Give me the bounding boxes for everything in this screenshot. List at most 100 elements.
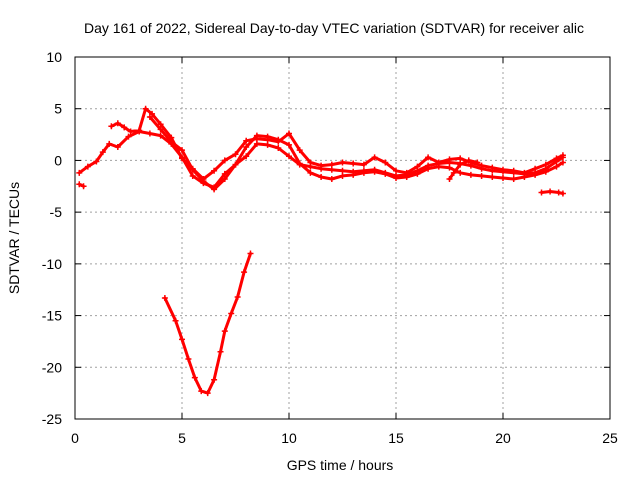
data-point [149, 110, 156, 117]
data-point [425, 154, 432, 161]
data-point [142, 105, 149, 112]
data-point [328, 176, 335, 183]
data-point [189, 172, 196, 179]
data-point [157, 132, 164, 139]
data-point [108, 123, 115, 130]
y-tick-label: -5 [50, 204, 63, 220]
data-point [179, 147, 185, 154]
data-point [350, 171, 357, 178]
data-point [555, 189, 562, 196]
y-axis-label: SDTVAR / TECUs [6, 182, 22, 294]
data-point [350, 160, 357, 167]
data-point [467, 171, 474, 178]
data-point [414, 163, 421, 170]
series-arc-6 [538, 188, 566, 197]
data-point [179, 336, 185, 343]
data-point [403, 173, 410, 180]
data-point [121, 124, 128, 131]
y-axis-ticks: -25 -20 -15 -10 -5 0 5 10 [42, 49, 610, 427]
data-point [478, 172, 485, 179]
data-point [450, 169, 457, 176]
data-point [296, 160, 303, 167]
data-point [198, 388, 205, 395]
data-point [489, 164, 496, 171]
data-point [204, 390, 211, 397]
data-point [446, 164, 453, 171]
series-arc-1 [76, 128, 566, 191]
data-point [228, 310, 235, 317]
data-point [221, 176, 228, 183]
data-point [414, 170, 421, 177]
series-arc-4 [161, 250, 254, 397]
data-point [275, 136, 282, 143]
data-point [243, 137, 250, 144]
x-tick-label: 25 [602, 430, 618, 446]
series-layer [76, 105, 566, 397]
data-point [339, 172, 346, 179]
data-point [371, 154, 378, 161]
plot-frame [74, 56, 611, 420]
data-point [99, 149, 106, 156]
data-point [371, 168, 378, 175]
data-point [547, 188, 554, 195]
data-point [286, 141, 292, 148]
data-point [84, 163, 91, 170]
data-point [559, 152, 566, 159]
data-point [136, 127, 143, 134]
data-point [221, 157, 228, 164]
data-point [457, 155, 464, 162]
data-point [307, 159, 314, 166]
data-point [243, 153, 250, 160]
data-point [114, 143, 121, 150]
data-point [247, 250, 254, 257]
data-point [318, 173, 325, 180]
data-point [339, 159, 346, 166]
y-tick-label: -25 [42, 411, 62, 427]
y-tick-label: -20 [42, 359, 62, 375]
y-tick-label: -10 [42, 256, 62, 272]
data-point [185, 356, 192, 363]
data-point [189, 166, 196, 173]
series-arc-3 [146, 113, 566, 193]
series-line [148, 115, 565, 191]
data-point [500, 166, 506, 173]
data-point [521, 173, 528, 180]
y-tick-label: -15 [42, 308, 62, 324]
data-point [221, 328, 228, 335]
data-point [125, 133, 132, 140]
data-point [161, 294, 168, 301]
data-point [93, 158, 100, 165]
data-point [241, 269, 248, 276]
data-point [234, 293, 241, 300]
series-arc-5 [446, 157, 481, 183]
data-point [232, 161, 239, 168]
data-point [559, 159, 566, 166]
data-point [474, 159, 481, 166]
data-point [318, 162, 325, 169]
data-point [76, 169, 83, 176]
data-point [253, 140, 260, 147]
data-point [478, 162, 485, 169]
data-point [172, 317, 179, 324]
grid [75, 57, 610, 419]
data-point [559, 190, 566, 197]
data-point [393, 175, 399, 182]
data-point [510, 176, 517, 183]
data-point [217, 348, 224, 355]
data-point [500, 175, 506, 182]
data-point [393, 167, 399, 174]
x-tick-label: 5 [178, 430, 186, 446]
y-tick-label: 10 [46, 49, 62, 65]
data-point [382, 159, 389, 166]
data-point [157, 121, 164, 128]
data-point [253, 132, 260, 139]
data-point [211, 167, 218, 174]
data-point [465, 157, 472, 164]
data-point [275, 145, 282, 152]
x-tick-label: 15 [388, 430, 404, 446]
x-axis-label: GPS time / hours [287, 457, 394, 473]
data-point [446, 156, 453, 163]
data-point [286, 153, 292, 160]
data-point [243, 143, 250, 150]
series-line [109, 107, 565, 181]
